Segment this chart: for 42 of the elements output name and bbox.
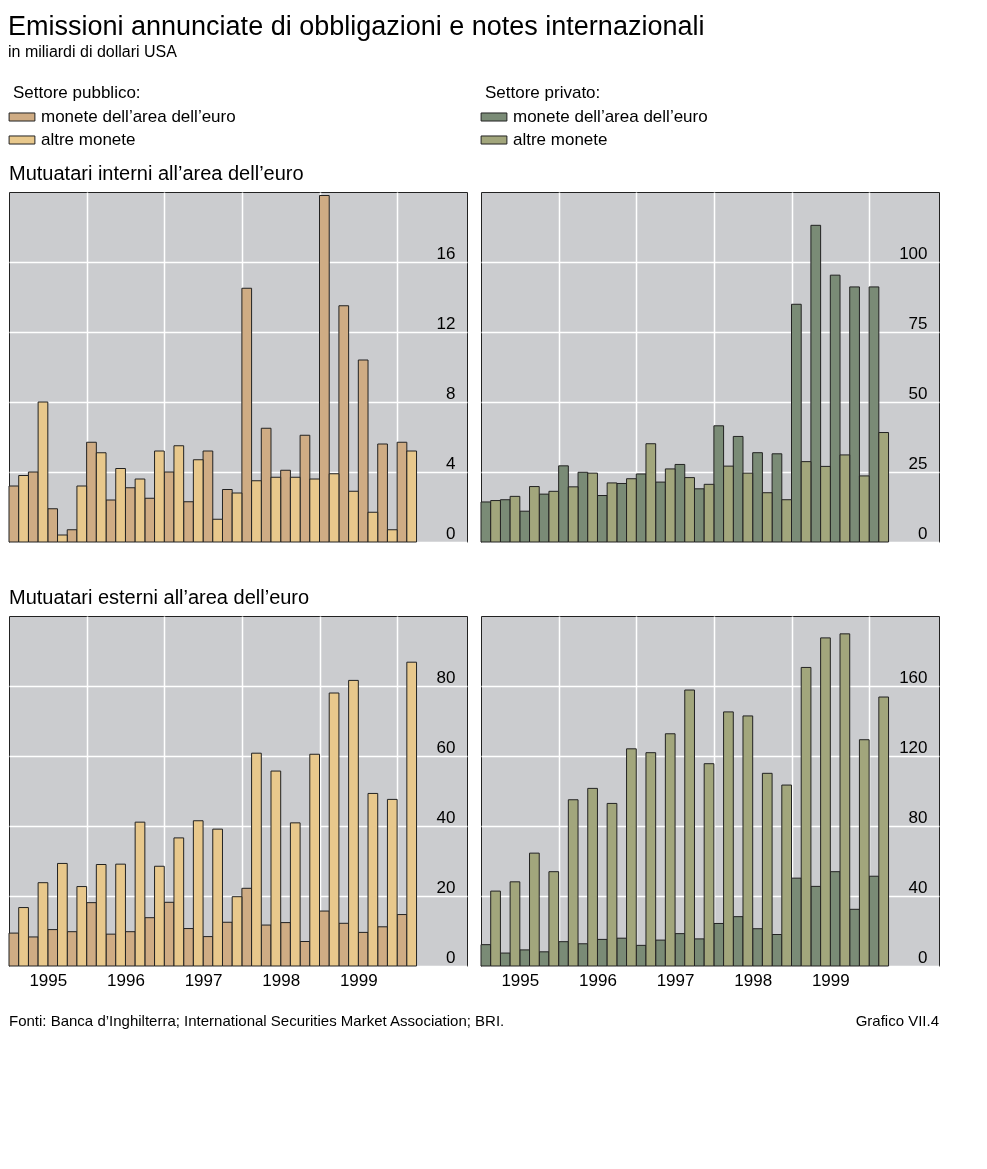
legend-title: Settore pubblico: <box>13 83 141 102</box>
x-tick-label: 1999 <box>811 970 850 990</box>
legend-label: monete dell’area dell’euro <box>41 107 236 126</box>
x-tick-label: 1997 <box>184 970 223 990</box>
y-tick-label: 75 <box>908 313 928 333</box>
y-tick-label: 40 <box>908 877 928 897</box>
y-tick-label: 16 <box>436 243 456 263</box>
y-tick-label: 120 <box>899 737 928 757</box>
y-tick-label: 0 <box>918 947 928 967</box>
y-tick-label: 0 <box>446 947 456 967</box>
x-tick-label: 1998 <box>262 970 301 990</box>
chart-subtitle: in miliardi di dollari USA <box>8 42 178 60</box>
legend-label: altre monete <box>41 130 136 149</box>
x-tick-label: 1998 <box>734 970 773 990</box>
y-tick-label: 80 <box>436 667 456 687</box>
chart-title: Emissioni annunciate di obbligazioni e notes internazionali <box>8 10 705 41</box>
y-tick-label: 50 <box>908 383 928 403</box>
y-tick-label: 12 <box>436 313 456 333</box>
y-tick-label: 60 <box>436 737 456 757</box>
text: Fonti: Banca d’Inghilterra; International Securities Market Association; BRI. <box>9 1012 505 1029</box>
y-tick-label: 80 <box>908 807 928 827</box>
x-tick-label: 1996 <box>579 970 617 990</box>
x-tick-label: 1996 <box>107 970 145 990</box>
y-tick-label: 100 <box>899 243 928 263</box>
text: Mutuatari interni all’area dell’euro <box>9 162 304 184</box>
y-tick-label: 160 <box>899 667 928 687</box>
text: Mutuatari esterni all’area dell’euro <box>9 586 310 608</box>
y-tick-label: 40 <box>436 807 456 827</box>
legend-label: monete dell’area dell’euro <box>513 107 708 126</box>
y-tick-label: 20 <box>436 877 456 897</box>
y-tick-label: 0 <box>918 523 928 543</box>
y-tick-label: 25 <box>908 453 928 473</box>
legend-title: Settore privato: <box>485 83 601 102</box>
x-tick-label: 1999 <box>339 970 378 990</box>
y-tick-label: 0 <box>446 523 456 543</box>
y-tick-label: 4 <box>446 453 456 473</box>
text: Grafico VII.4 <box>855 1012 939 1029</box>
x-tick-label: 1995 <box>29 970 68 990</box>
x-tick-label: 1995 <box>501 970 540 990</box>
y-tick-label: 8 <box>446 383 456 403</box>
legend-label: altre monete <box>513 130 608 149</box>
x-tick-label: 1997 <box>656 970 695 990</box>
